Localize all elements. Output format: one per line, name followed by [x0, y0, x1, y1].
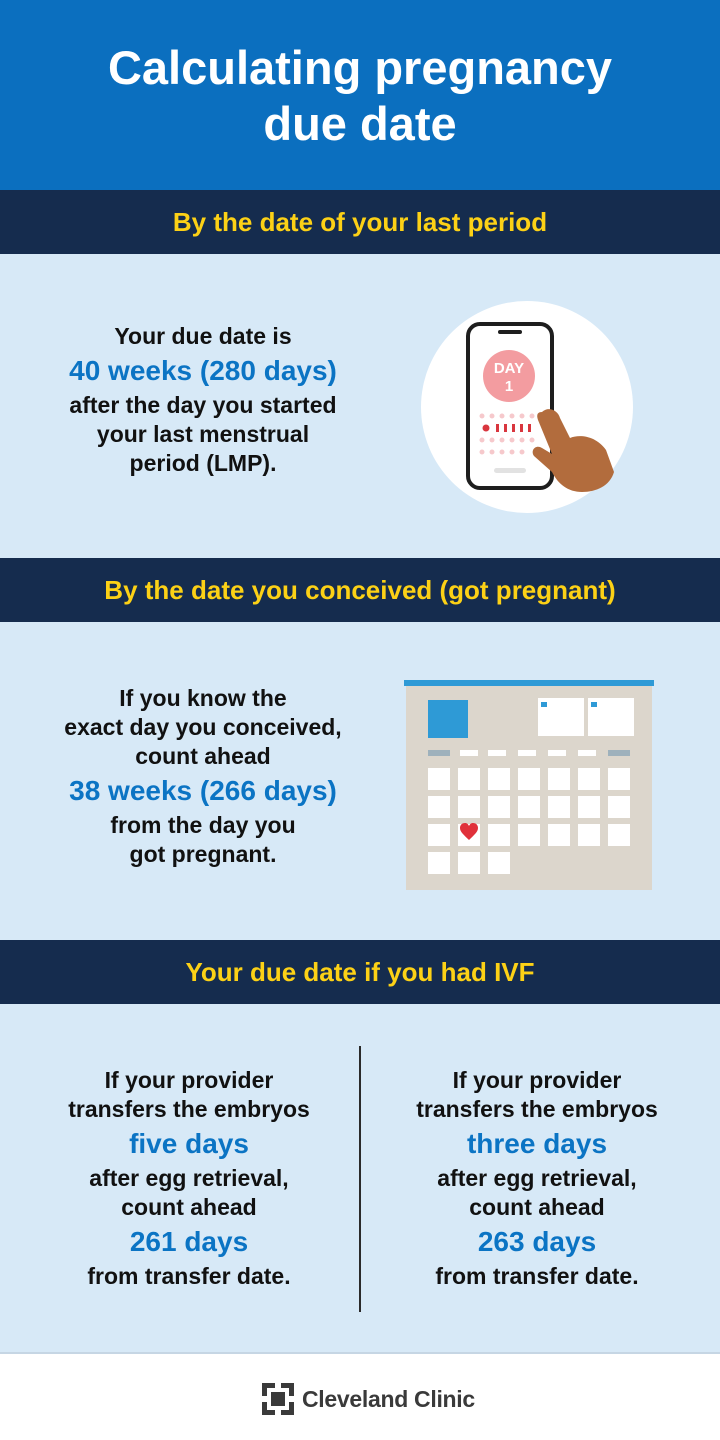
day-label: DAY — [494, 360, 524, 377]
section-heading-text: Your due date if you had IVF — [185, 957, 535, 987]
title-line-1: Calculating pregnancy — [107, 41, 613, 94]
emphasis-text: five days — [129, 1128, 249, 1159]
title-line-2: due date — [263, 97, 457, 150]
text-line: from the day you — [110, 812, 296, 838]
header-banner: Calculating pregnancy due date — [0, 0, 720, 190]
brand-logo: Cleveland Clinic — [262, 1382, 475, 1416]
column-divider — [359, 1046, 361, 1312]
text-line: transfers the embryos — [416, 1096, 658, 1122]
brand-name: Cleveland Clinic — [302, 1385, 475, 1412]
cleveland-clinic-logo-icon — [262, 1383, 294, 1415]
text-line: from transfer date. — [435, 1263, 639, 1289]
text-line: after the day you started — [69, 392, 337, 418]
text-line: If your provider — [452, 1067, 622, 1093]
section-heading-last-period: By the date of your last period — [0, 190, 720, 254]
emphasis-text: 261 days — [129, 1226, 249, 1257]
text-line: after egg retrieval, — [89, 1165, 289, 1191]
text-line: If your provider — [104, 1067, 274, 1093]
footer: Cleveland Clinic — [0, 1352, 720, 1440]
emphasis-text: three days — [466, 1128, 608, 1159]
text-line: count ahead — [135, 743, 271, 769]
text-line: exact day you conceived, — [64, 714, 342, 740]
section-heading-text: By the date you conceived (got pregnant) — [104, 575, 616, 605]
text-line: Your due date is — [114, 323, 292, 349]
text-line: count ahead — [121, 1194, 257, 1220]
last-period-text: Your due date is 40 weeks (280 days) aft… — [30, 322, 376, 478]
calendar-heart-icon — [404, 680, 654, 890]
text-line: period (LMP). — [129, 450, 277, 476]
emphasis-text: 263 days — [477, 1226, 597, 1257]
emphasis-text: 38 weeks (266 days) — [69, 775, 337, 806]
page-title: Calculating pregnancy due date — [0, 40, 720, 152]
section-heading-conceived: By the date you conceived (got pregnant) — [0, 558, 720, 622]
day-number: 1 — [505, 378, 513, 395]
text-line: your last menstrual — [96, 421, 310, 447]
conceived-text: If you know the exact day you conceived,… — [30, 684, 376, 869]
text-line: after egg retrieval, — [437, 1165, 637, 1191]
ivf-five-day-text: If your provider transfers the embryos f… — [30, 1066, 348, 1291]
phone-calendar-icon: DAY 1 — [421, 301, 633, 513]
text-line: count ahead — [469, 1194, 605, 1220]
section-heading-text: By the date of your last period — [172, 207, 548, 237]
section-heading-ivf: Your due date if you had IVF — [0, 940, 720, 1004]
section-panel-last-period: Your due date is 40 weeks (280 days) aft… — [0, 254, 720, 558]
text-line: transfers the embryos — [68, 1096, 310, 1122]
emphasis-text: 40 weeks (280 days) — [69, 355, 337, 386]
text-line: got pregnant. — [129, 841, 277, 867]
section-panel-conceived: If you know the exact day you conceived,… — [0, 622, 720, 940]
ivf-three-day-text: If your provider transfers the embryos t… — [378, 1066, 696, 1291]
text-line: from transfer date. — [87, 1263, 291, 1289]
text-line: If you know the — [119, 685, 287, 711]
